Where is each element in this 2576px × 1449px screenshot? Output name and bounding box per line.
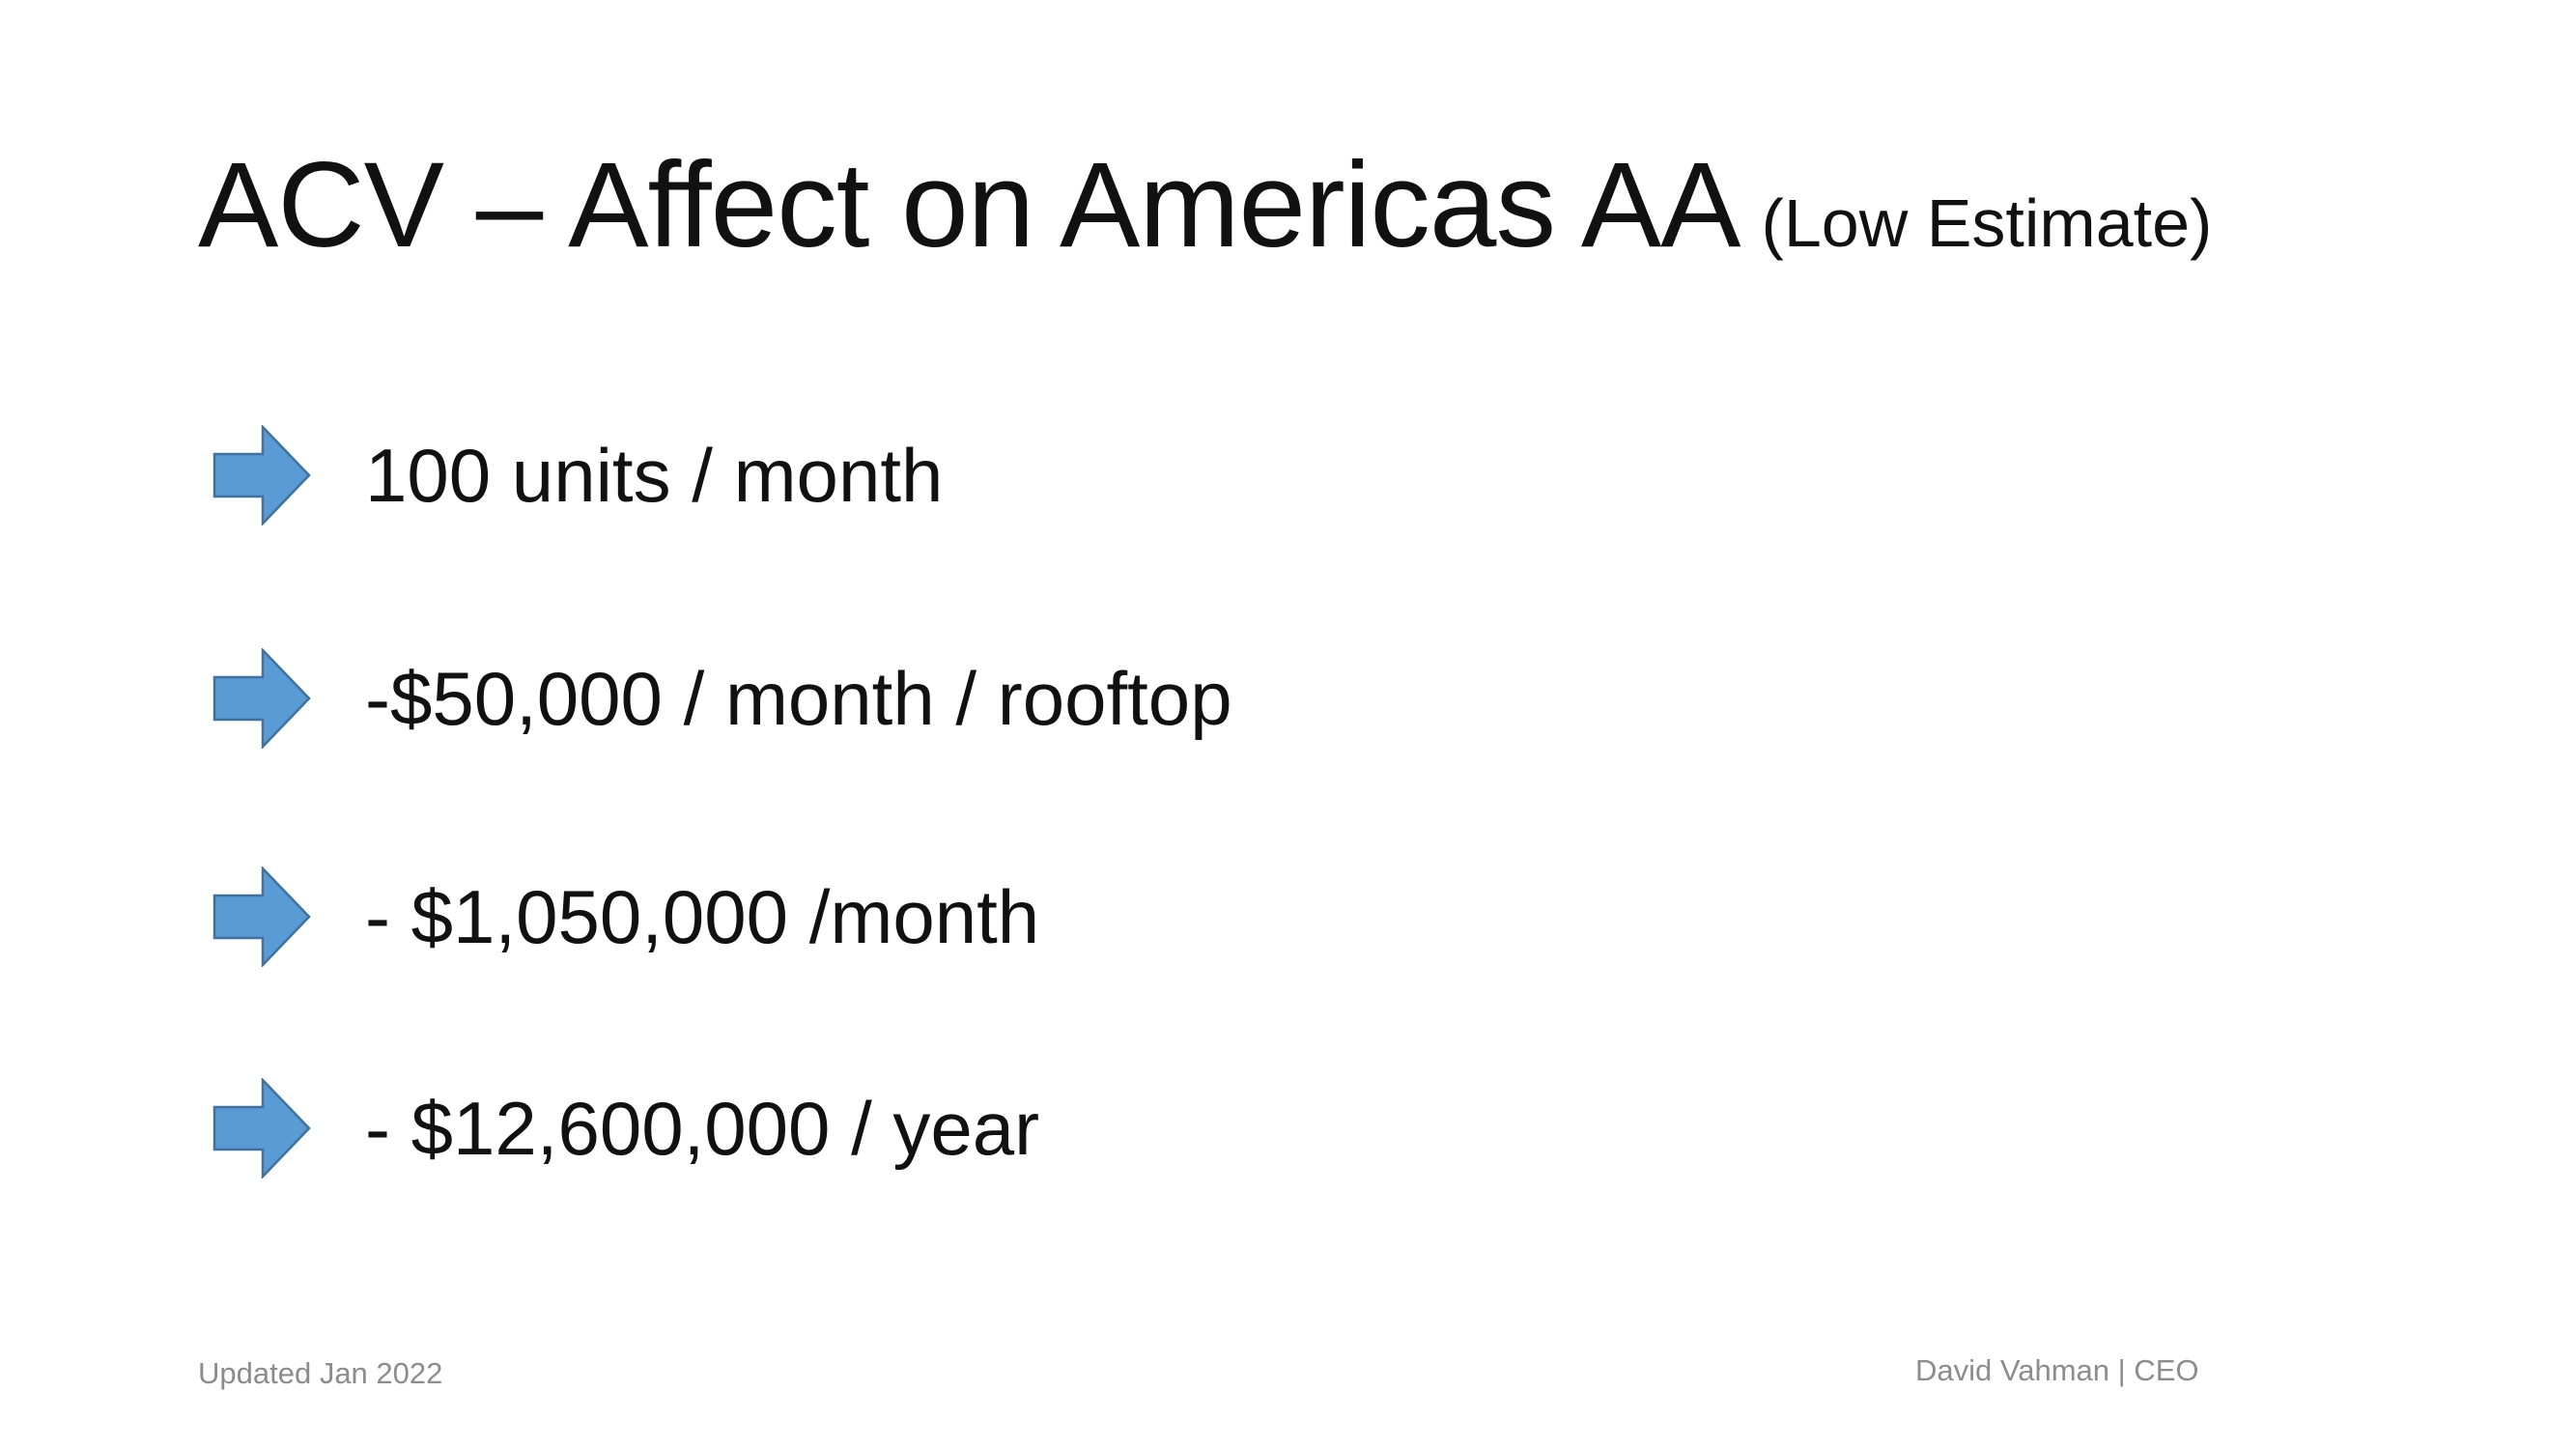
right-arrow-icon [212,425,311,526]
bullet-text: 100 units / month [365,433,944,518]
bullet-item: - $12,600,000 / year [212,1075,1039,1181]
bullet-text: -$50,000 / month / rooftop [365,656,1232,741]
slide-title: ACV – Affect on Americas AA (Low Estimate… [198,145,2212,266]
slide-title-main: ACV – Affect on Americas AA [198,138,1741,272]
right-arrow-icon [212,1078,311,1179]
bullet-item: -$50,000 / month / rooftop [212,645,1232,752]
slide-title-suffix: (Low Estimate) [1761,185,2213,261]
right-arrow-icon [212,867,311,967]
footer-updated-date: Updated Jan 2022 [198,1356,443,1390]
bullet-text: - $1,050,000 /month [365,874,1040,959]
bullet-item: 100 units / month [212,422,943,528]
bullet-text: - $12,600,000 / year [365,1086,1040,1171]
right-arrow-icon [212,648,311,749]
bullet-item: - $1,050,000 /month [212,864,1039,970]
footer-author: David Vahman | CEO [1915,1353,2199,1387]
